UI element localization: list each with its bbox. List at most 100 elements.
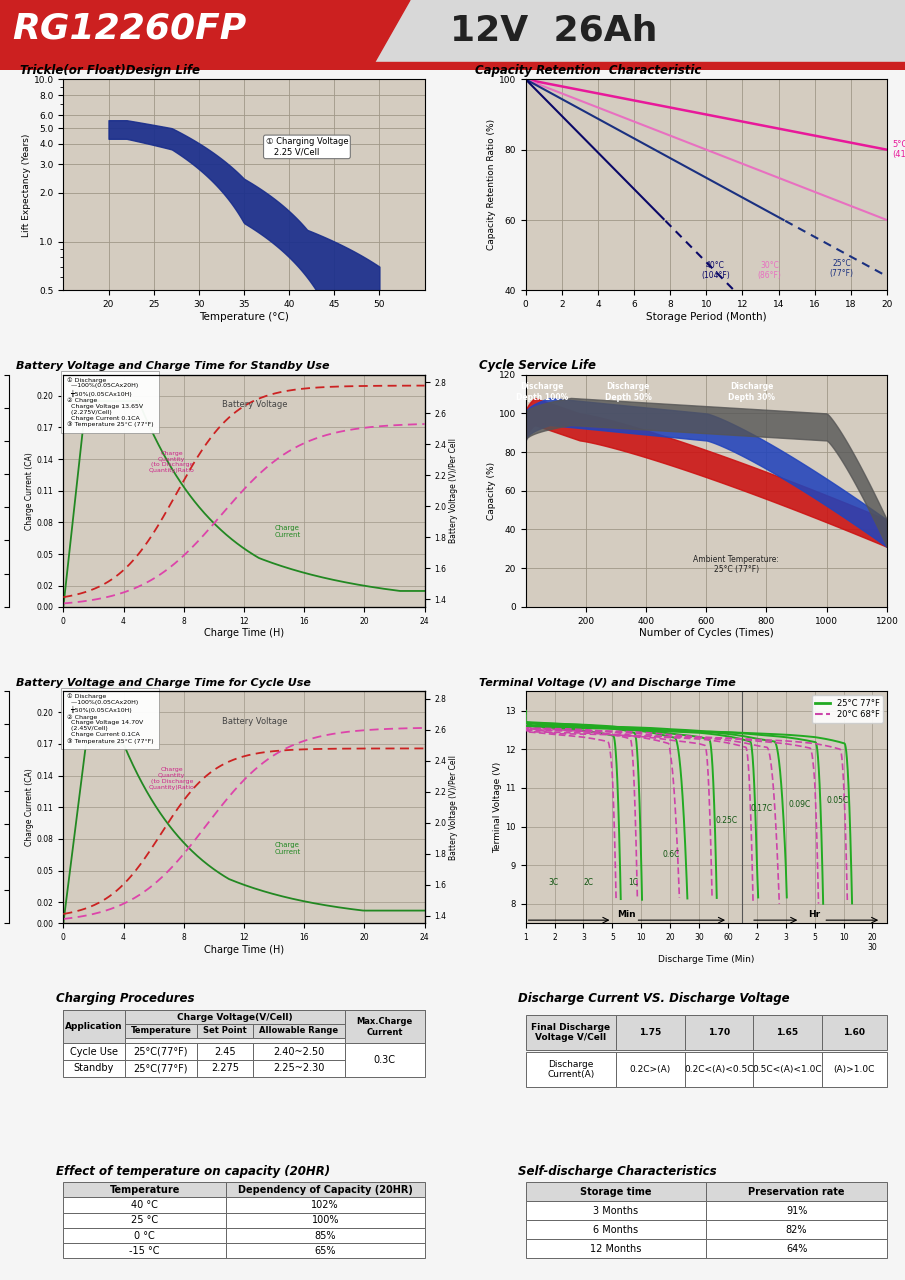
Text: Discharge
Depth 30%: Discharge Depth 30%: [728, 383, 775, 402]
Text: 0.2C<(A)<0.5C: 0.2C<(A)<0.5C: [684, 1065, 754, 1074]
Bar: [684, 1015, 753, 1050]
Bar: [63, 1198, 226, 1212]
Text: Set Point: Set Point: [203, 1027, 247, 1036]
Text: 0.05C: 0.05C: [826, 796, 849, 805]
Text: Cycle Service Life: Cycle Service Life: [479, 360, 595, 372]
Bar: [125, 1043, 197, 1060]
Text: 1.75: 1.75: [639, 1028, 662, 1037]
Text: 40°C
(104°F): 40°C (104°F): [701, 261, 729, 280]
Bar: [226, 1243, 424, 1258]
Text: Allowable Range: Allowable Range: [260, 1027, 338, 1036]
Text: Trickle(or Float)Design Life: Trickle(or Float)Design Life: [20, 64, 200, 77]
Text: 3C: 3C: [548, 878, 558, 887]
Text: Min: Min: [617, 910, 636, 919]
Text: Charge
Quantity
(to Discharge
Quantity)Ratio: Charge Quantity (to Discharge Quantity)R…: [148, 451, 195, 474]
Text: 40 °C: 40 °C: [131, 1201, 158, 1210]
Y-axis label: Battery Voltage (V)/Per Cell: Battery Voltage (V)/Per Cell: [449, 755, 458, 860]
Bar: [226, 1228, 424, 1243]
Text: 1.60: 1.60: [843, 1028, 865, 1037]
Text: Ambient Temperature:
25°C (77°F): Ambient Temperature: 25°C (77°F): [693, 554, 779, 573]
Bar: [753, 1052, 822, 1088]
Bar: [526, 1239, 706, 1258]
Text: 0.17C: 0.17C: [750, 804, 773, 813]
Bar: [63, 1212, 226, 1228]
Y-axis label: Charge Current (CA): Charge Current (CA): [24, 768, 33, 846]
Text: 12V  26Ah: 12V 26Ah: [450, 13, 658, 47]
X-axis label: Number of Cycles (Times): Number of Cycles (Times): [639, 628, 774, 639]
Text: Max.Charge
Current: Max.Charge Current: [357, 1018, 413, 1037]
Text: 0.2C>(A): 0.2C>(A): [630, 1065, 671, 1074]
Text: Charging Procedures: Charging Procedures: [56, 992, 195, 1005]
Text: 85%: 85%: [314, 1230, 336, 1240]
Text: Charge
Current: Charge Current: [274, 525, 300, 538]
Text: 3 Months: 3 Months: [594, 1206, 639, 1216]
Text: Final Discharge
Voltage V/Cell: Final Discharge Voltage V/Cell: [531, 1023, 610, 1042]
Bar: [63, 1043, 125, 1060]
Text: Discharge
Depth 100%: Discharge Depth 100%: [516, 383, 568, 402]
Bar: [63, 1060, 125, 1076]
Bar: [63, 1183, 226, 1198]
Bar: [63, 1010, 424, 1024]
Text: Terminal Voltage (V) and Discharge Time: Terminal Voltage (V) and Discharge Time: [479, 677, 736, 687]
Text: Cycle Use: Cycle Use: [70, 1047, 118, 1057]
Text: 0.3C: 0.3C: [374, 1055, 395, 1065]
Text: Storage time: Storage time: [580, 1187, 652, 1197]
Bar: [253, 1024, 345, 1038]
Bar: [63, 1243, 226, 1258]
Text: ① Charging Voltage
   2.25 V/Cell: ① Charging Voltage 2.25 V/Cell: [266, 137, 348, 156]
Bar: [616, 1015, 684, 1050]
Bar: [526, 1183, 706, 1201]
Text: Effect of temperature on capacity (20HR): Effect of temperature on capacity (20HR): [56, 1165, 330, 1178]
Text: 100%: 100%: [311, 1215, 339, 1225]
Y-axis label: Battery Voltage (V)/Per Cell: Battery Voltage (V)/Per Cell: [449, 438, 458, 543]
Text: Hr: Hr: [808, 910, 821, 919]
Bar: [706, 1201, 887, 1220]
Text: 82%: 82%: [786, 1225, 807, 1235]
Text: 25°C
(77°F): 25°C (77°F): [830, 259, 853, 278]
Bar: [616, 1052, 684, 1088]
Y-axis label: Charge Current (CA): Charge Current (CA): [24, 452, 33, 530]
Text: 30°C
(86°F): 30°C (86°F): [757, 261, 781, 280]
Text: Battery Voltage: Battery Voltage: [223, 401, 288, 410]
Text: 0.6C: 0.6C: [662, 850, 680, 859]
Text: 25°C(77°F): 25°C(77°F): [134, 1047, 188, 1057]
Text: Self-discharge Characteristics: Self-discharge Characteristics: [519, 1165, 717, 1178]
Bar: [125, 1060, 197, 1076]
Bar: [526, 1220, 706, 1239]
Text: 102%: 102%: [311, 1201, 339, 1210]
Text: Discharge Current VS. Discharge Voltage: Discharge Current VS. Discharge Voltage: [519, 992, 790, 1005]
Text: Capacity Retention  Characteristic: Capacity Retention Characteristic: [475, 64, 701, 77]
Text: 1C: 1C: [628, 878, 638, 887]
Text: 1.65: 1.65: [776, 1028, 798, 1037]
Polygon shape: [0, 0, 410, 70]
Y-axis label: Capacity Retention Ratio (%): Capacity Retention Ratio (%): [487, 119, 496, 251]
Text: 0.25C: 0.25C: [716, 815, 738, 824]
Legend: 25°C 77°F, 20°C 68°F: 25°C 77°F, 20°C 68°F: [812, 695, 882, 722]
Bar: [63, 1228, 226, 1243]
Text: 64%: 64%: [786, 1244, 807, 1254]
Text: Dependency of Capacity (20HR): Dependency of Capacity (20HR): [238, 1185, 413, 1194]
Y-axis label: Lift Expectancy (Years): Lift Expectancy (Years): [22, 133, 31, 237]
Bar: [226, 1198, 424, 1212]
Text: 0.5C<(A)<1.0C: 0.5C<(A)<1.0C: [753, 1065, 823, 1074]
Text: 2.40~2.50: 2.40~2.50: [273, 1047, 325, 1057]
Text: 12 Months: 12 Months: [590, 1244, 642, 1254]
Bar: [706, 1239, 887, 1258]
Text: 65%: 65%: [314, 1245, 336, 1256]
Bar: [526, 1015, 616, 1050]
Bar: [753, 1015, 822, 1050]
Bar: [526, 1052, 616, 1088]
Text: Discharge
Current(A): Discharge Current(A): [548, 1060, 595, 1079]
Text: -15 °C: -15 °C: [129, 1245, 160, 1256]
Text: Charge
Quantity
(to Discharge
Quantity)Ratio: Charge Quantity (to Discharge Quantity)R…: [148, 767, 195, 790]
Bar: [125, 1024, 197, 1038]
Bar: [197, 1024, 253, 1038]
Bar: [253, 1043, 345, 1060]
Bar: [226, 1212, 424, 1228]
Text: Standby: Standby: [74, 1064, 114, 1074]
Bar: [822, 1015, 887, 1050]
Text: 25 °C: 25 °C: [131, 1215, 158, 1225]
Text: Discharge
Depth 50%: Discharge Depth 50%: [605, 383, 652, 402]
Bar: [822, 1052, 887, 1088]
Y-axis label: Capacity (%): Capacity (%): [487, 462, 496, 520]
